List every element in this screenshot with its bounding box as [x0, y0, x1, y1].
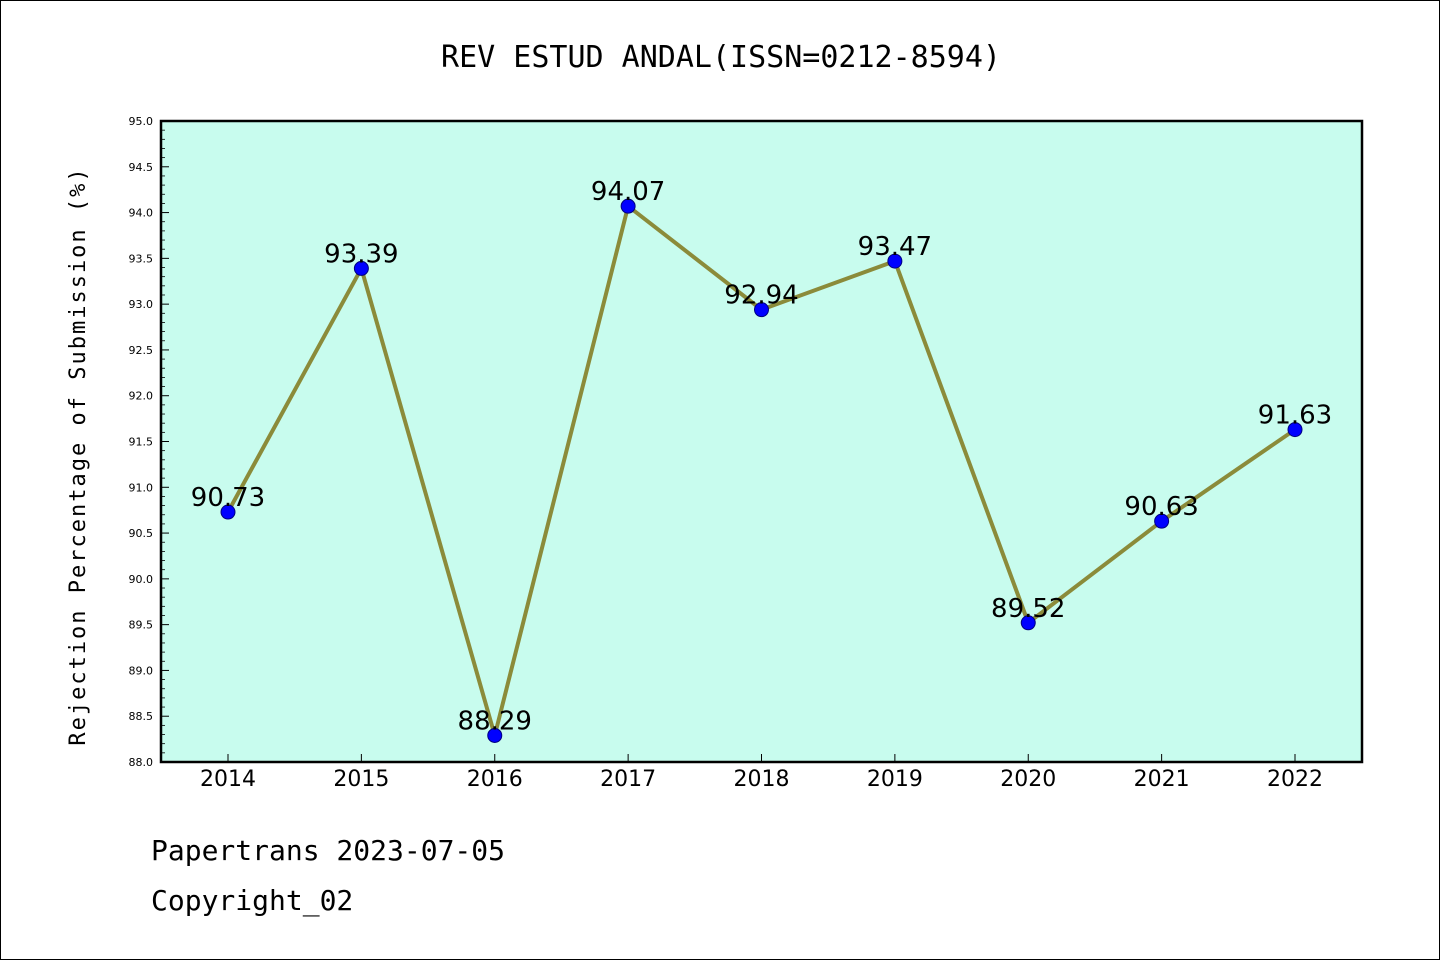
x-tick-label: 2022 — [1267, 767, 1323, 792]
footer-date-text: Papertrans 2023-07-05 — [151, 834, 506, 867]
x-tick-label: 2014 — [200, 767, 256, 792]
y-tick-label: 88.0 — [129, 756, 154, 769]
x-tick-label: 2017 — [600, 767, 656, 792]
data-point — [487, 727, 503, 743]
y-tick-label: 94.0 — [129, 207, 154, 220]
data-point — [1020, 615, 1036, 631]
y-axis-ticks: 88.0 88.5 89.0 89.5 90.0 90.5 91.0 91.5 92.0 92.5… — [129, 115, 169, 769]
x-tick-label: 2016 — [467, 767, 523, 792]
plot-area — [159, 119, 1364, 764]
x-tick-label: 2021 — [1134, 767, 1190, 792]
y-axis-label: Rejection Percentage of Submission (%) — [66, 166, 91, 745]
y-tick-label: 93.5 — [129, 252, 154, 265]
data-value-label: 89.52 — [991, 594, 1065, 624]
data-point — [620, 198, 636, 214]
data-value-label: 90.63 — [1124, 492, 1198, 522]
data-value-label: 94.07 — [591, 177, 665, 207]
footer-copyright-text: Copyright_02 — [151, 884, 354, 917]
data-value-label: 93.39 — [324, 239, 398, 269]
y-tick-label: 89.5 — [129, 619, 154, 632]
y-tick-label: 91.5 — [129, 436, 154, 449]
data-point — [353, 260, 369, 276]
data-point — [220, 504, 236, 520]
y-tick-label: 93.0 — [129, 298, 154, 311]
y-tick-label: 95.0 — [129, 115, 154, 128]
x-tick-label: 2020 — [1000, 767, 1056, 792]
y-tick-label: 94.5 — [129, 161, 154, 174]
data-point — [887, 253, 903, 269]
data-value-label: 92.94 — [724, 281, 798, 311]
y-tick-label: 90.5 — [129, 527, 154, 540]
data-point — [1154, 513, 1170, 529]
data-value-label: 90.73 — [191, 483, 265, 513]
data-value-label: 93.47 — [858, 232, 932, 262]
series-group — [220, 198, 1303, 743]
y-tick-label: 90.0 — [129, 573, 154, 586]
chart-title: REV ESTUD ANDAL(ISSN=0212-8594) — [441, 40, 1001, 75]
data-labels: 90.73 93.39 88.29 94.07 92.94 93.47 89.52 90.63… — [191, 177, 1332, 736]
x-tick-label: 2019 — [867, 767, 923, 792]
y-tick-label: 91.0 — [129, 481, 154, 494]
x-tick-label: 2015 — [333, 767, 389, 792]
data-value-label: 88.29 — [458, 706, 532, 736]
y-tick-label: 92.0 — [129, 390, 154, 403]
y-tick-label: 88.5 — [129, 710, 154, 723]
data-value-label: 91.63 — [1258, 401, 1332, 431]
y-tick-label: 89.0 — [129, 664, 154, 677]
y-tick-label: 92.5 — [129, 344, 154, 357]
data-point — [1287, 422, 1303, 438]
x-axis-ticks: 2014 2015 2016 2017 2018 2019 2020 2021 2022 — [200, 754, 1323, 792]
x-tick-label: 2018 — [734, 767, 790, 792]
data-point — [754, 302, 769, 318]
